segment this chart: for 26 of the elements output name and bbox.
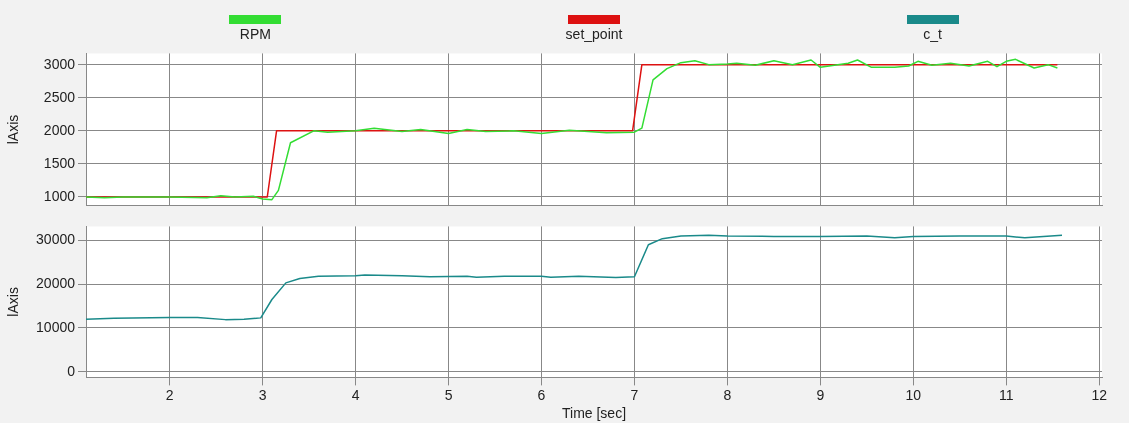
x-tick-label: 9 xyxy=(816,386,825,403)
x-tick-label: 10 xyxy=(905,386,922,403)
x-tick-label: 2 xyxy=(165,386,174,403)
y-tick-label: 1500 xyxy=(43,154,76,171)
y-tick-label: 1000 xyxy=(43,187,76,204)
y-axis-title: lAxis xyxy=(5,114,22,145)
x-tick-label: 4 xyxy=(351,386,360,403)
y-axis-title: lAxis xyxy=(5,287,22,317)
x-tick-label: 12 xyxy=(1091,386,1108,403)
y-tick-label: 10000 xyxy=(36,318,76,335)
y-tick-label: 3000 xyxy=(43,55,76,72)
x-tick-label: 6 xyxy=(537,386,546,403)
legend-label: c_t xyxy=(923,26,943,42)
y-tick-label: 2500 xyxy=(43,88,76,105)
legend-label: set_point xyxy=(565,26,623,42)
y-tick-label: 30000 xyxy=(36,231,76,248)
x-tick-label: 11 xyxy=(998,386,1014,403)
x-tick-label: 3 xyxy=(258,386,267,403)
x-axis-title: Time [sec] xyxy=(561,405,627,422)
x-tick-label: 7 xyxy=(630,386,639,403)
y-tick-label: 0 xyxy=(67,362,76,379)
legend-label: RPM xyxy=(239,26,271,42)
x-tick-label: 5 xyxy=(444,386,453,403)
x-tick-label: 8 xyxy=(723,386,732,403)
y-tick-label: 20000 xyxy=(36,275,76,292)
y-tick-label: 2000 xyxy=(43,121,76,138)
